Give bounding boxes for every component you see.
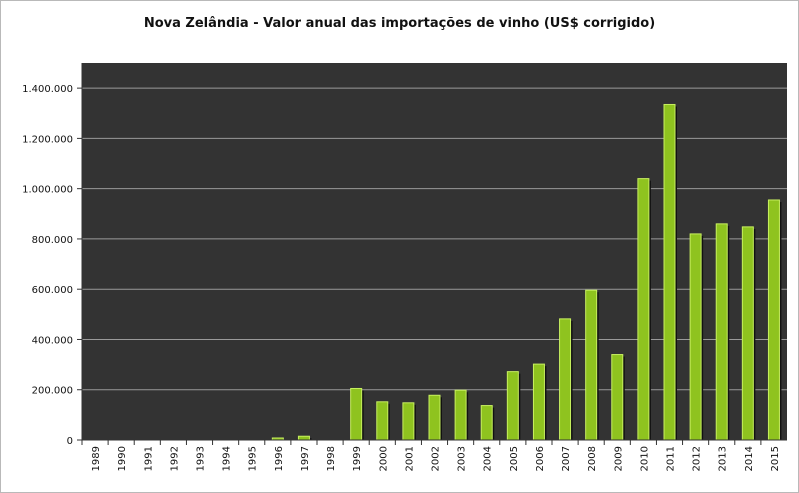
x-tick-label: 2007 bbox=[561, 446, 572, 471]
x-tick-label: 2001 bbox=[404, 446, 415, 471]
x-tick-label: 2006 bbox=[535, 446, 546, 471]
x-tick-label: 2013 bbox=[718, 446, 729, 471]
bar-2013 bbox=[715, 223, 728, 441]
x-tick-label: 1995 bbox=[248, 446, 259, 471]
y-tick-label: 0 bbox=[67, 436, 73, 447]
y-tick-label: 200.000 bbox=[32, 386, 73, 397]
x-tick-label: 2014 bbox=[744, 446, 755, 471]
plot-area bbox=[82, 63, 787, 440]
bar-2002 bbox=[428, 394, 441, 441]
bar-2001 bbox=[402, 402, 415, 441]
bar-2007 bbox=[559, 318, 572, 441]
x-tick-label: 1992 bbox=[169, 446, 180, 471]
x-tick-label: 2008 bbox=[587, 446, 598, 471]
x-tick-label: 1996 bbox=[274, 446, 285, 471]
x-tick-label: 1991 bbox=[143, 446, 154, 471]
bar-1999 bbox=[350, 387, 363, 441]
x-tick-label: 1990 bbox=[117, 446, 128, 471]
x-tick-label: 1997 bbox=[300, 446, 311, 471]
bar-2005 bbox=[506, 371, 519, 441]
bar-2014 bbox=[741, 226, 754, 441]
y-axis: 0 200.000 400.000 600.000 800.000 1.000.000 1.… bbox=[22, 63, 83, 447]
bar-2011 bbox=[663, 103, 676, 441]
bar-2010 bbox=[637, 178, 650, 441]
x-tick-label: 2015 bbox=[770, 446, 781, 471]
y-tick-label: 1.400.000 bbox=[22, 84, 73, 95]
x-tick-label: 2009 bbox=[613, 446, 624, 471]
x-tick-label: 2000 bbox=[378, 446, 389, 471]
x-tick-label: 2005 bbox=[509, 446, 520, 471]
x-tick-label: 1993 bbox=[196, 446, 207, 471]
x-tick-label: 1998 bbox=[326, 446, 337, 471]
x-tick-label: 2011 bbox=[666, 446, 677, 471]
y-tick-label: 400.000 bbox=[32, 335, 73, 346]
bar-2012 bbox=[689, 233, 702, 441]
x-tick-label: 1999 bbox=[352, 446, 363, 471]
x-tick-label: 2003 bbox=[457, 446, 468, 471]
bar-2009 bbox=[611, 354, 624, 441]
x-tick-label: 2002 bbox=[431, 446, 442, 471]
x-tick-label: 1994 bbox=[222, 446, 233, 471]
bar-2015 bbox=[767, 199, 780, 441]
bar-2008 bbox=[585, 289, 598, 441]
bar-2006 bbox=[532, 363, 545, 441]
bar-2004 bbox=[480, 405, 493, 441]
bar-2003 bbox=[454, 389, 467, 441]
x-tick-label: 2010 bbox=[639, 446, 650, 471]
x-tick-label: 2004 bbox=[483, 446, 494, 471]
y-tick-label: 1.000.000 bbox=[22, 185, 73, 196]
bar-2000 bbox=[376, 401, 389, 441]
chart-title: Nova Zelândia - Valor anual das importaç… bbox=[143, 16, 656, 31]
y-tick-label: 800.000 bbox=[32, 235, 73, 246]
x-axis: 1989 1990 1991 1992 1993 1994 1995 1996 1997 1998… bbox=[81, 439, 787, 471]
x-tick-label: 2012 bbox=[692, 446, 703, 471]
x-tick-label: 1989 bbox=[91, 446, 102, 471]
bar-1997 bbox=[297, 435, 310, 441]
y-tick-label: 600.000 bbox=[32, 285, 73, 296]
y-tick-label: 1.200.000 bbox=[22, 134, 73, 145]
